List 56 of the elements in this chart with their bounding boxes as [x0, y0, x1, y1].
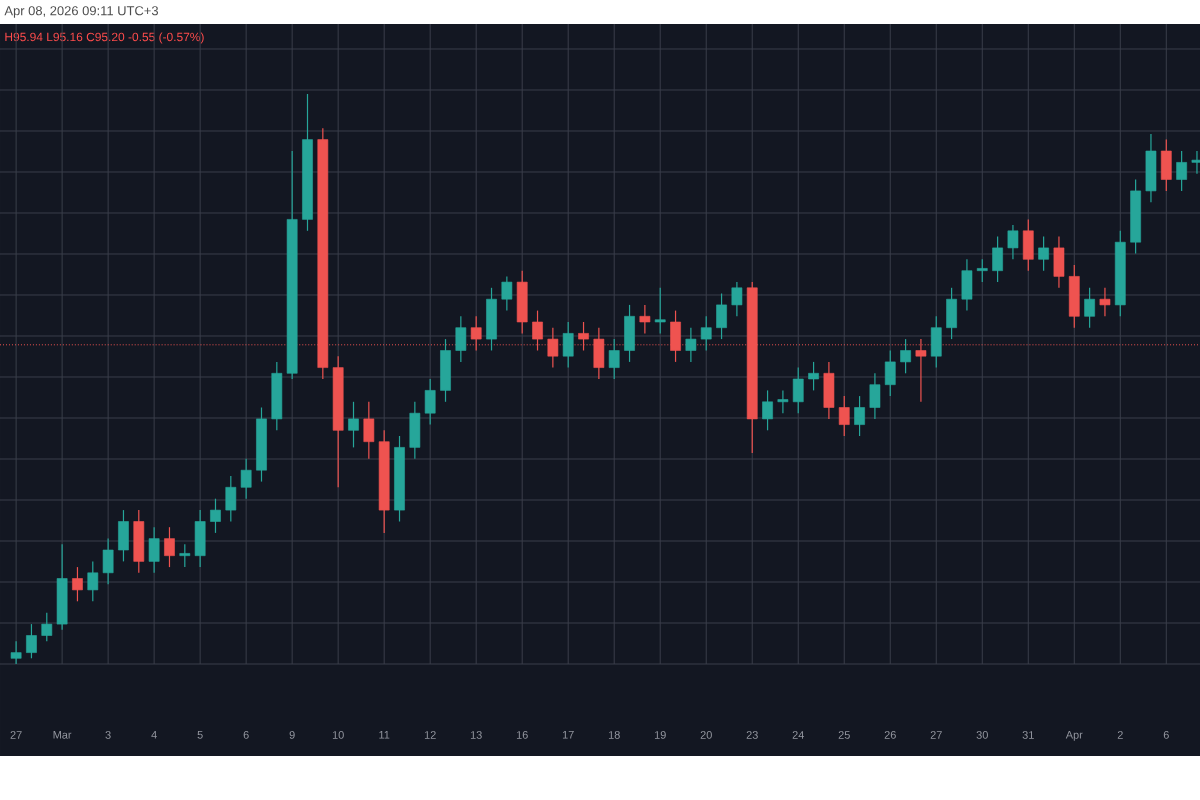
candlestick [424, 378, 436, 426]
candlestick [1053, 235, 1065, 289]
candlestick [440, 338, 451, 403]
candlestick [41, 612, 53, 642]
candlestick [930, 315, 942, 369]
candlestick [26, 623, 37, 659]
candlestick [854, 395, 865, 437]
candlestick [976, 258, 988, 283]
candlestick [348, 401, 359, 448]
candlestick [992, 235, 1003, 283]
candlestick [1038, 235, 1049, 272]
candlestick [516, 270, 528, 334]
candlestick [900, 338, 911, 374]
candlestick [72, 566, 83, 602]
candlestick [562, 321, 574, 369]
candlestick [1145, 133, 1157, 203]
candlestick [1007, 224, 1019, 260]
candlestick [56, 543, 68, 631]
candlestick [838, 395, 850, 437]
candlestick [869, 372, 881, 420]
candlestick [654, 287, 666, 334]
candlestick [1160, 138, 1172, 192]
candlestick [1084, 287, 1095, 329]
candlestick [777, 389, 789, 414]
candlestick [164, 526, 175, 568]
candlestick [486, 287, 497, 352]
candlestick [762, 389, 773, 431]
candlestick [685, 327, 697, 363]
candlestick [240, 458, 252, 500]
candlestick [133, 509, 145, 574]
candlestick [823, 361, 835, 420]
candlestick [639, 304, 651, 334]
candlestick [961, 258, 973, 312]
candlestick [1099, 287, 1111, 317]
candlestick [118, 509, 129, 562]
candlestick [716, 292, 727, 340]
candlestick [608, 338, 620, 380]
candlestick [455, 315, 467, 363]
candlestick [700, 315, 712, 352]
candlestick [1022, 218, 1034, 272]
candlestick [946, 287, 957, 340]
candlestick [271, 361, 283, 431]
candlestick [1176, 150, 1187, 192]
candlestick [210, 498, 221, 534]
candlestick [808, 361, 819, 391]
candlestick [10, 640, 22, 665]
candlestick [501, 275, 513, 312]
candlestick [731, 281, 743, 317]
candlestick [792, 366, 804, 414]
candlestick [225, 475, 237, 523]
candlestick [884, 349, 896, 397]
candlestick [470, 315, 482, 352]
candlestick [1068, 264, 1080, 329]
candlestick [624, 304, 635, 363]
candlestick [409, 401, 421, 460]
candlestick [148, 526, 160, 574]
